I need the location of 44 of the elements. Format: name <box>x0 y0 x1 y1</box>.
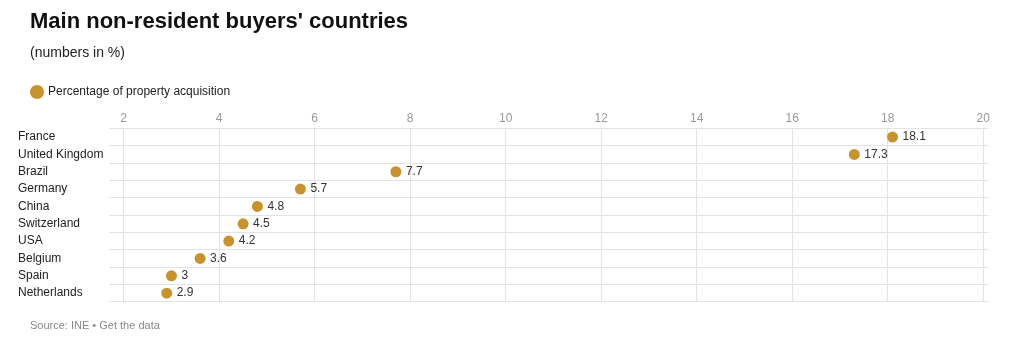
point <box>165 270 177 282</box>
point <box>848 148 860 160</box>
x-tick-label: 4 <box>215 110 223 125</box>
data-label: 4.2 <box>238 233 256 248</box>
y-tick-label: Switzerland <box>18 216 81 231</box>
point <box>294 183 306 195</box>
point <box>237 218 249 230</box>
y-tick-label: Netherlands <box>18 285 83 300</box>
data-label: 4.8 <box>267 198 285 213</box>
x-tick-label: 2 <box>120 110 128 125</box>
data-label: 3 <box>181 268 189 283</box>
data-label: 7.7 <box>405 164 423 179</box>
x-tick-label: 20 <box>976 110 991 125</box>
y-tick-label: Germany <box>18 181 68 196</box>
x-tick-label: 18 <box>881 110 895 125</box>
legend-label: Percentage of property acquisition <box>48 84 231 99</box>
y-tick-label: USA <box>18 233 43 248</box>
point <box>390 166 402 178</box>
data-label: 18.1 <box>902 129 927 144</box>
x-tick-label: 10 <box>499 110 513 125</box>
point <box>251 200 263 212</box>
point <box>223 235 235 247</box>
y-tick-label: China <box>18 198 50 213</box>
x-tick-label: 16 <box>785 110 800 125</box>
chart-subtitle: (numbers in %) <box>30 44 125 60</box>
data-label: 2.9 <box>176 285 194 300</box>
source-note: Source: INE • Get the data <box>30 319 160 331</box>
point <box>194 252 206 264</box>
x-tick-label: 8 <box>406 110 414 125</box>
data-label: 4.5 <box>253 216 271 231</box>
point <box>161 287 173 299</box>
x-tick-label: 14 <box>690 110 704 125</box>
y-tick-label: Belgium <box>18 250 62 265</box>
x-tick-label: 12 <box>594 110 609 125</box>
chart-title: Main non-resident buyers' countries <box>30 8 409 34</box>
y-tick-label: France <box>18 129 56 144</box>
data-label: 17.3 <box>864 146 888 161</box>
y-tick-label: Spain <box>18 268 49 283</box>
y-tick-label: Brazil <box>18 164 49 179</box>
data-label: 3.6 <box>210 250 228 265</box>
y-tick-label: United Kingdom <box>18 146 104 161</box>
x-tick-label: 6 <box>311 110 319 125</box>
data-label: 5.7 <box>310 181 328 196</box>
point <box>887 131 898 143</box>
